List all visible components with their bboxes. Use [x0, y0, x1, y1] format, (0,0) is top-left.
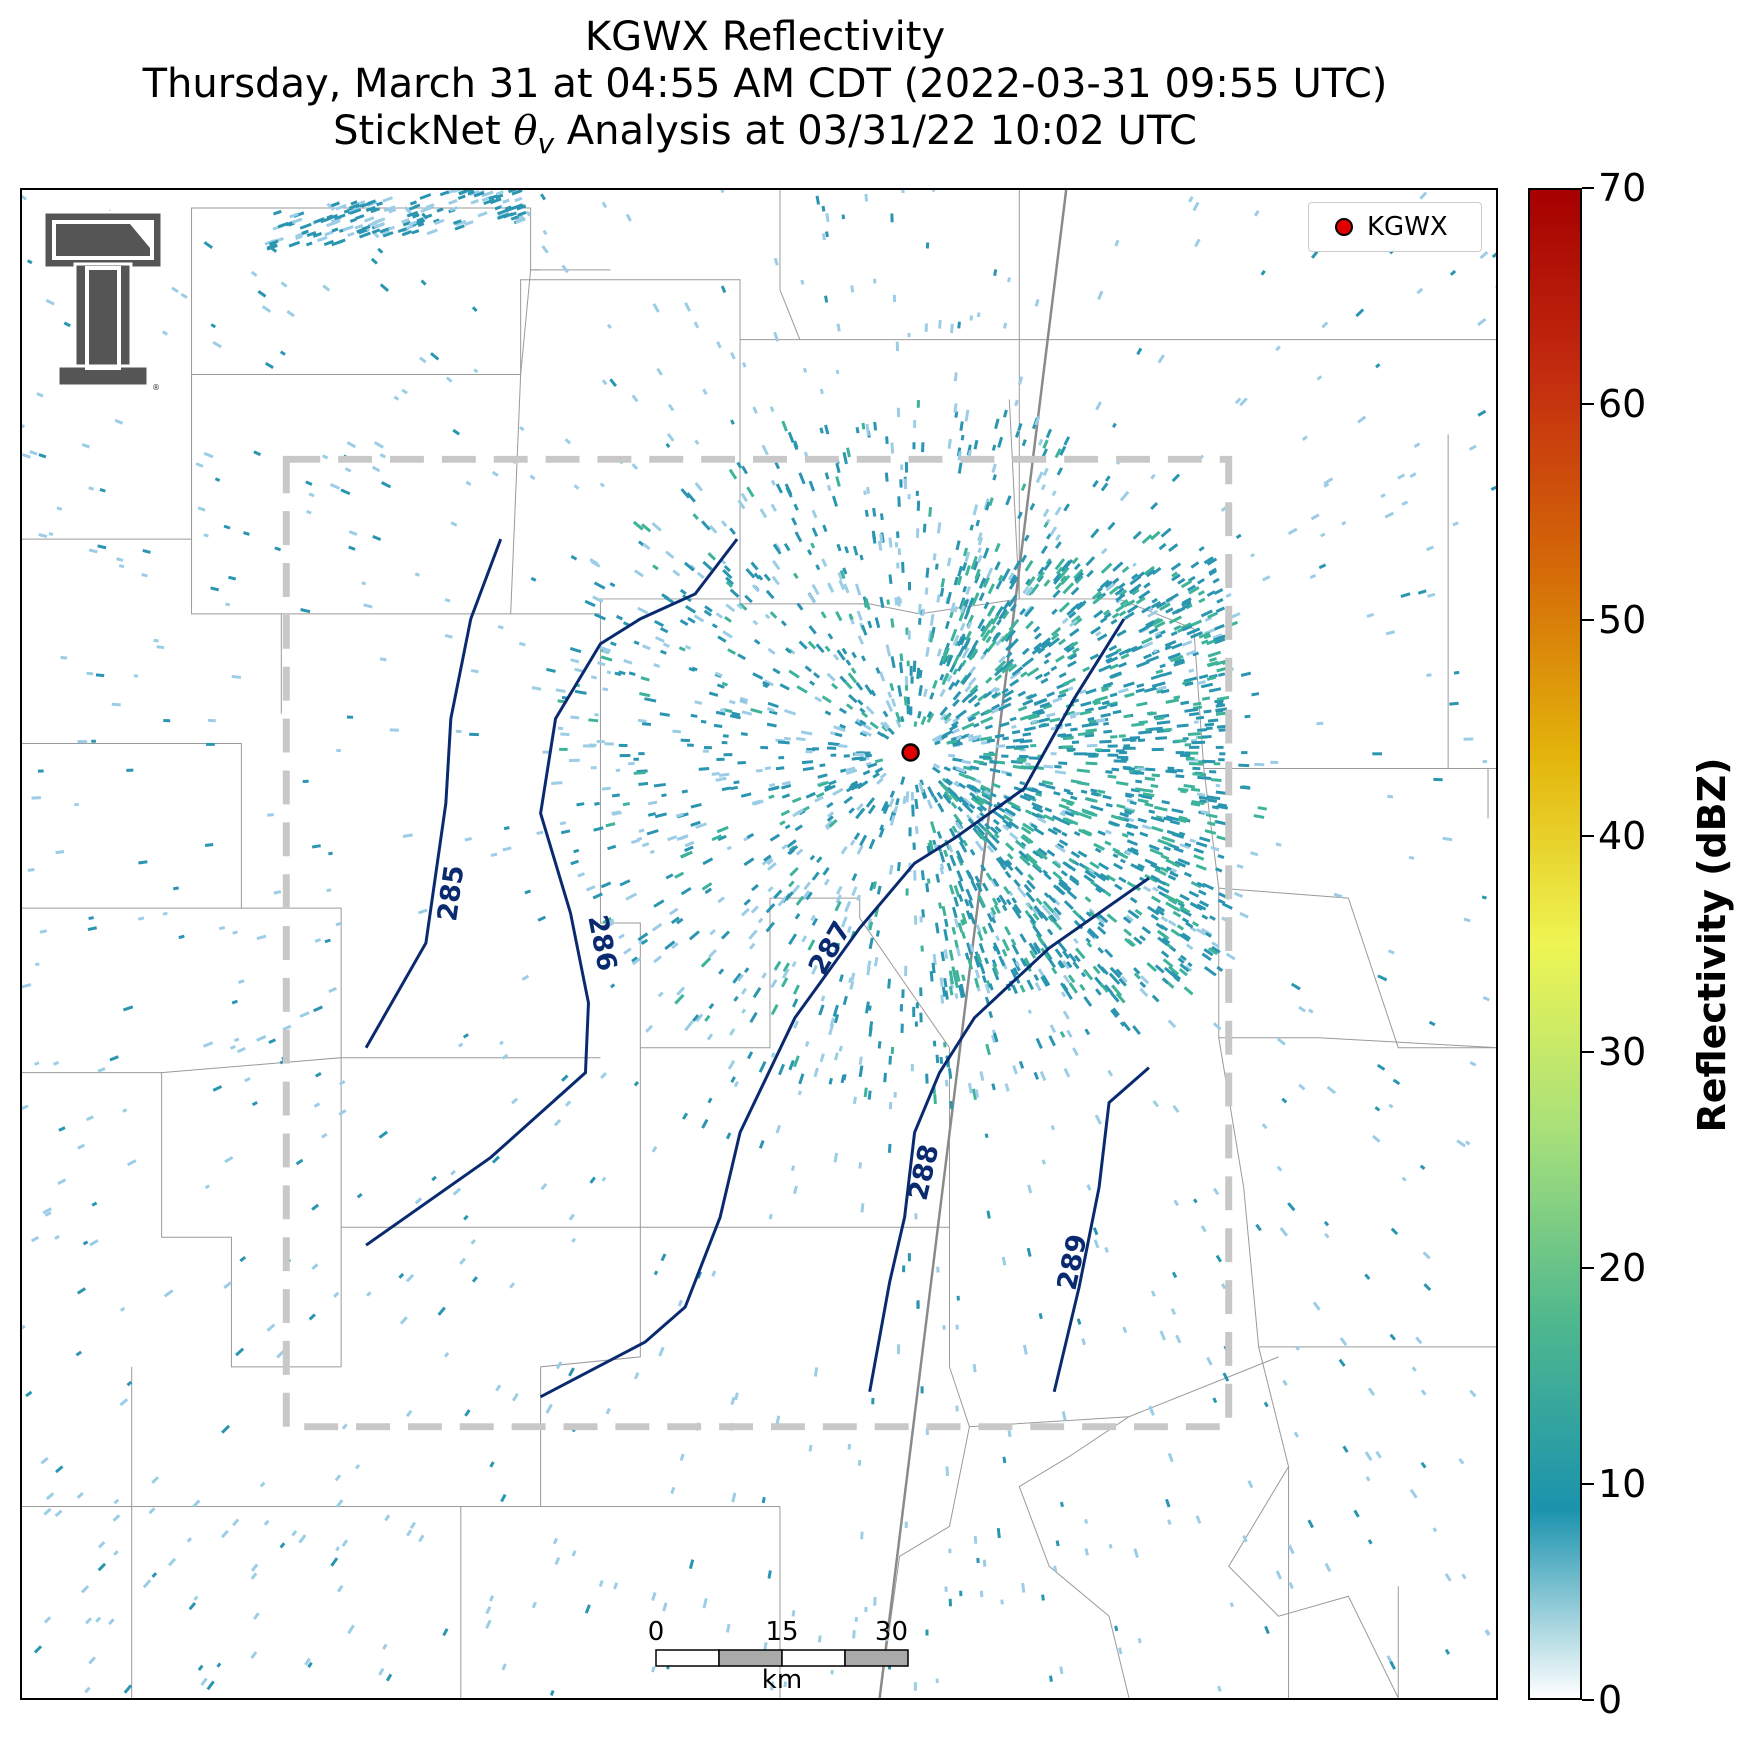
analysis-domain-box — [282, 455, 1233, 1431]
legend-label: KGWX — [1367, 212, 1448, 242]
radar-site-marker — [901, 743, 920, 762]
colorbar-tick-label: 70 — [1598, 166, 1647, 210]
title-line-3: StickNet θv Analysis at 03/31/22 10:02 U… — [0, 108, 1530, 167]
colorbar-tick-label: 60 — [1598, 382, 1647, 426]
title-line-2: Thursday, March 31 at 04:55 AM CDT (2022… — [142, 61, 1388, 107]
interstate-highway — [878, 190, 1068, 1698]
colorbar-tick-label: 20 — [1598, 1246, 1647, 1290]
theta-subscript: v — [537, 127, 555, 160]
colorbar-tick-mark — [1582, 1051, 1594, 1053]
radar-returns — [22, 190, 1496, 1697]
scale-tick-15: 15 — [765, 1617, 798, 1647]
texas-tech-logo: ® — [40, 208, 166, 394]
colorbar-tick-mark — [1582, 1483, 1594, 1485]
chart-title: KGWX Reflectivity Thursday, March 31 at … — [0, 14, 1530, 167]
legend-marker — [1335, 218, 1353, 236]
county-borders — [22, 190, 1496, 1698]
colorbar-tick-mark — [1582, 619, 1594, 621]
colorbar — [1528, 188, 1582, 1700]
contour-285-line — [364, 538, 503, 1049]
title-line-3-prefix: StickNet — [333, 108, 514, 154]
contour-label-289: 289 — [1052, 1232, 1094, 1293]
contour-286-line — [365, 538, 739, 1247]
scale-tick-30: 30 — [875, 1617, 908, 1647]
theta-symbol: θ — [513, 108, 538, 154]
colorbar-tick-label: 50 — [1598, 598, 1647, 642]
contour-labels: 285 286 287 288 289 — [432, 863, 1094, 1293]
contour-label-288: 288 — [903, 1142, 946, 1204]
map-canvas: 285 286 287 288 289 — [22, 190, 1496, 1698]
title-line-3-suffix: Analysis at 03/31/22 10:02 UTC — [554, 108, 1197, 154]
scale-unit: km — [762, 1665, 802, 1690]
colorbar-tick-label: 10 — [1598, 1462, 1647, 1506]
colorbar-tick-mark — [1582, 187, 1594, 189]
colorbar-tick-label: 0 — [1598, 1678, 1623, 1722]
title-line-1: KGWX Reflectivity — [584, 14, 946, 60]
colorbar-title: Reflectivity (dBZ) — [1690, 757, 1734, 1133]
theta-v-contours — [364, 538, 1150, 1399]
contour-288-line — [868, 876, 1150, 1393]
contour-label-285: 285 — [432, 863, 471, 923]
legend-box: KGWX — [1308, 202, 1482, 252]
colorbar-tick-mark — [1582, 1267, 1594, 1269]
contour-287-line — [539, 618, 1126, 1399]
contour-289-line — [1052, 1066, 1150, 1393]
colorbar-tick-mark — [1582, 1699, 1594, 1701]
scale-tick-0: 0 — [648, 1617, 665, 1647]
colorbar-tick-mark — [1582, 403, 1594, 405]
colorbar-tick-label: 30 — [1598, 1030, 1647, 1074]
colorbar-tick-label: 40 — [1598, 814, 1647, 858]
svg-text:®: ® — [152, 383, 160, 392]
contour-label-286: 286 — [581, 913, 622, 974]
map-panel: 285 286 287 288 289 ® KGWX — [20, 188, 1498, 1700]
colorbar-tick-mark — [1582, 835, 1594, 837]
scale-bar: 0 15 30 km — [632, 1610, 912, 1695]
